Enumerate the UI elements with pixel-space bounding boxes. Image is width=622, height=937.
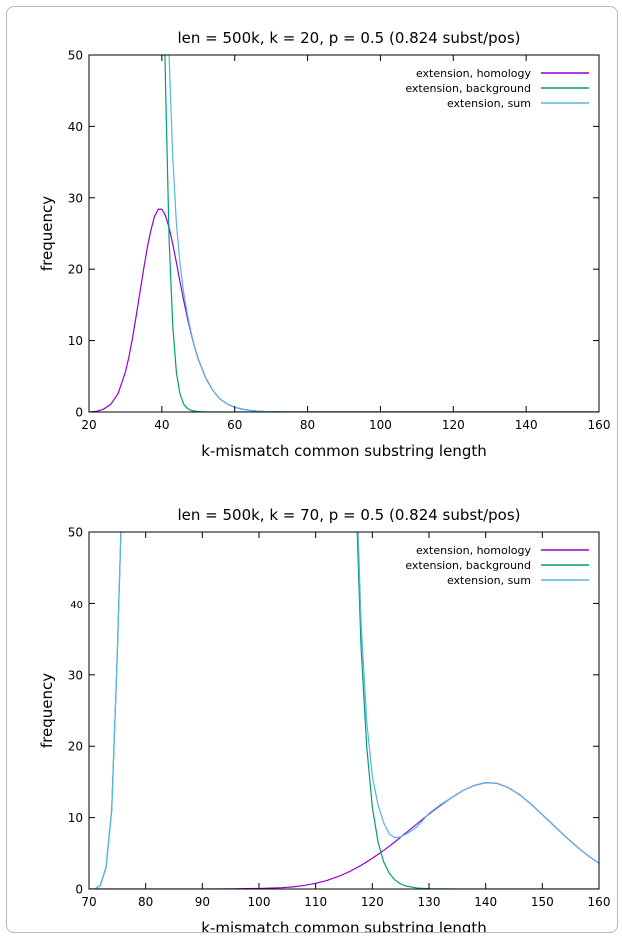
x-tick-label: 150 <box>531 895 554 909</box>
legend: extension, homology extension, background… <box>405 544 589 587</box>
chart-title: len = 500k, k = 70, p = 0.5 (0.824 subst… <box>177 506 520 524</box>
x-tick-label: 40 <box>154 418 169 432</box>
series-line-1 <box>89 782 599 889</box>
y-axis-label: frequency <box>38 673 56 748</box>
y-tick-label: 0 <box>75 883 83 897</box>
y-tick-label: 40 <box>68 120 83 134</box>
series-line-1 <box>89 208 599 412</box>
series-line-2 <box>164 55 599 412</box>
legend-label: extension, sum <box>447 97 531 110</box>
y-tick-label: 20 <box>68 263 83 277</box>
y-tick-label: 10 <box>68 811 83 825</box>
x-tick-label: 160 <box>588 895 611 909</box>
y-tick-label: 10 <box>68 334 83 348</box>
legend-label: extension, sum <box>447 574 531 587</box>
chart-canvas: len = 500k, k = 20, p = 0.5 (0.824 subst… <box>38 29 611 933</box>
x-tick-label: 100 <box>369 418 392 432</box>
chart-title: len = 500k, k = 20, p = 0.5 (0.824 subst… <box>177 29 520 47</box>
x-tick-label: 90 <box>195 895 210 909</box>
y-axis-label: frequency <box>38 196 56 271</box>
x-tick-label: 80 <box>300 418 315 432</box>
x-tick-label: 70 <box>81 895 96 909</box>
x-tick-label: 100 <box>248 895 271 909</box>
plot-border <box>88 54 600 413</box>
x-tick-label: 60 <box>227 418 242 432</box>
y-tick-label: 50 <box>68 526 83 540</box>
legend-label: extension, homology <box>416 67 532 80</box>
x-tick-label: 120 <box>442 418 465 432</box>
x-axis-label: k-mismatch common substring length <box>201 442 486 460</box>
x-tick-label: 110 <box>304 895 327 909</box>
x-tick-label: 140 <box>515 418 538 432</box>
y-tick-label: 30 <box>68 191 83 205</box>
x-tick-label: 20 <box>81 418 96 432</box>
series-line-3 <box>94 532 599 889</box>
y-tick-label: 20 <box>68 740 83 754</box>
x-tick-label: 160 <box>588 418 611 432</box>
y-tick-label: 40 <box>70 600 83 611</box>
series-line-3 <box>168 55 599 412</box>
chart-2: len = 500k, k = 70, p = 0.5 (0.824 subst… <box>38 506 611 933</box>
x-axis-label: k-mismatch common substring length <box>201 919 486 933</box>
y-tick-label: 30 <box>68 668 83 682</box>
y-tick-label: 0 <box>75 406 83 420</box>
series-group <box>89 532 599 889</box>
legend-label: extension, homology <box>416 544 532 557</box>
legend: extension, homology extension, background… <box>405 67 589 110</box>
plot-border <box>88 531 600 890</box>
legend-label: extension, background <box>405 559 531 572</box>
x-tick-label: 130 <box>418 895 441 909</box>
x-tick-label: 140 <box>474 895 497 909</box>
legend-label: extension, background <box>405 82 531 95</box>
y-tick-label: 50 <box>68 49 83 63</box>
figure-frame: len = 500k, k = 20, p = 0.5 (0.824 subst… <box>6 6 618 933</box>
chart-1: len = 500k, k = 20, p = 0.5 (0.824 subst… <box>38 29 611 460</box>
x-tick-label: 80 <box>138 895 153 909</box>
x-tick-label: 120 <box>361 895 384 909</box>
